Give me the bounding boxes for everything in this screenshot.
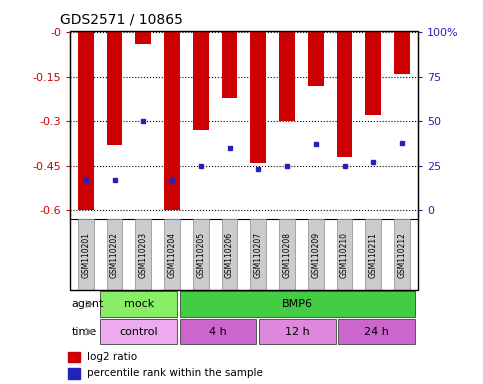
Text: GSM110210: GSM110210 [340, 232, 349, 278]
Text: GSM110201: GSM110201 [81, 232, 90, 278]
Bar [107, 219, 123, 290]
Bar [193, 219, 209, 290]
Text: percentile rank within the sample: percentile rank within the sample [87, 368, 263, 379]
Text: BMP6: BMP6 [282, 299, 313, 309]
Bar [100, 291, 177, 317]
Bar [164, 219, 180, 290]
Bar [78, 219, 94, 290]
Bar [259, 319, 336, 344]
Text: agent: agent [71, 299, 104, 309]
Bar [222, 219, 238, 290]
Text: GSM110208: GSM110208 [283, 232, 292, 278]
Bar [337, 219, 353, 290]
Bar [135, 219, 151, 290]
Bar [365, 32, 381, 115]
Bar [308, 32, 324, 86]
Bar [337, 32, 353, 157]
Bar [100, 319, 177, 344]
Bar [164, 32, 180, 210]
Text: control: control [119, 327, 158, 337]
Text: log2 ratio: log2 ratio [87, 352, 137, 362]
Text: GDS2571 / 10865: GDS2571 / 10865 [60, 13, 183, 27]
Bar [180, 319, 256, 344]
Text: GSM110212: GSM110212 [398, 232, 407, 278]
Text: mock: mock [124, 299, 154, 309]
Bar [279, 219, 295, 290]
Text: GSM110209: GSM110209 [311, 232, 320, 278]
Bar [135, 32, 151, 44]
Text: GSM110206: GSM110206 [225, 232, 234, 278]
Text: 4 h: 4 h [209, 327, 227, 337]
Bar [394, 32, 410, 74]
Text: GSM110203: GSM110203 [139, 232, 148, 278]
Bar [78, 32, 94, 210]
Bar [339, 319, 415, 344]
Text: time: time [71, 327, 97, 337]
Bar [180, 291, 415, 317]
Bar [68, 352, 80, 362]
Bar [250, 32, 266, 163]
Text: GSM110202: GSM110202 [110, 232, 119, 278]
Bar [308, 219, 324, 290]
Bar [107, 32, 123, 145]
Bar [394, 219, 410, 290]
Bar [365, 219, 381, 290]
Text: GSM110204: GSM110204 [168, 232, 177, 278]
Bar [250, 219, 266, 290]
Text: GSM110207: GSM110207 [254, 232, 263, 278]
Text: 24 h: 24 h [364, 327, 389, 337]
Text: 12 h: 12 h [285, 327, 310, 337]
Bar [193, 32, 209, 130]
Bar [279, 32, 295, 121]
Text: GSM110211: GSM110211 [369, 232, 378, 278]
Bar [222, 32, 238, 98]
Text: GSM110205: GSM110205 [196, 232, 205, 278]
Bar [68, 368, 80, 379]
